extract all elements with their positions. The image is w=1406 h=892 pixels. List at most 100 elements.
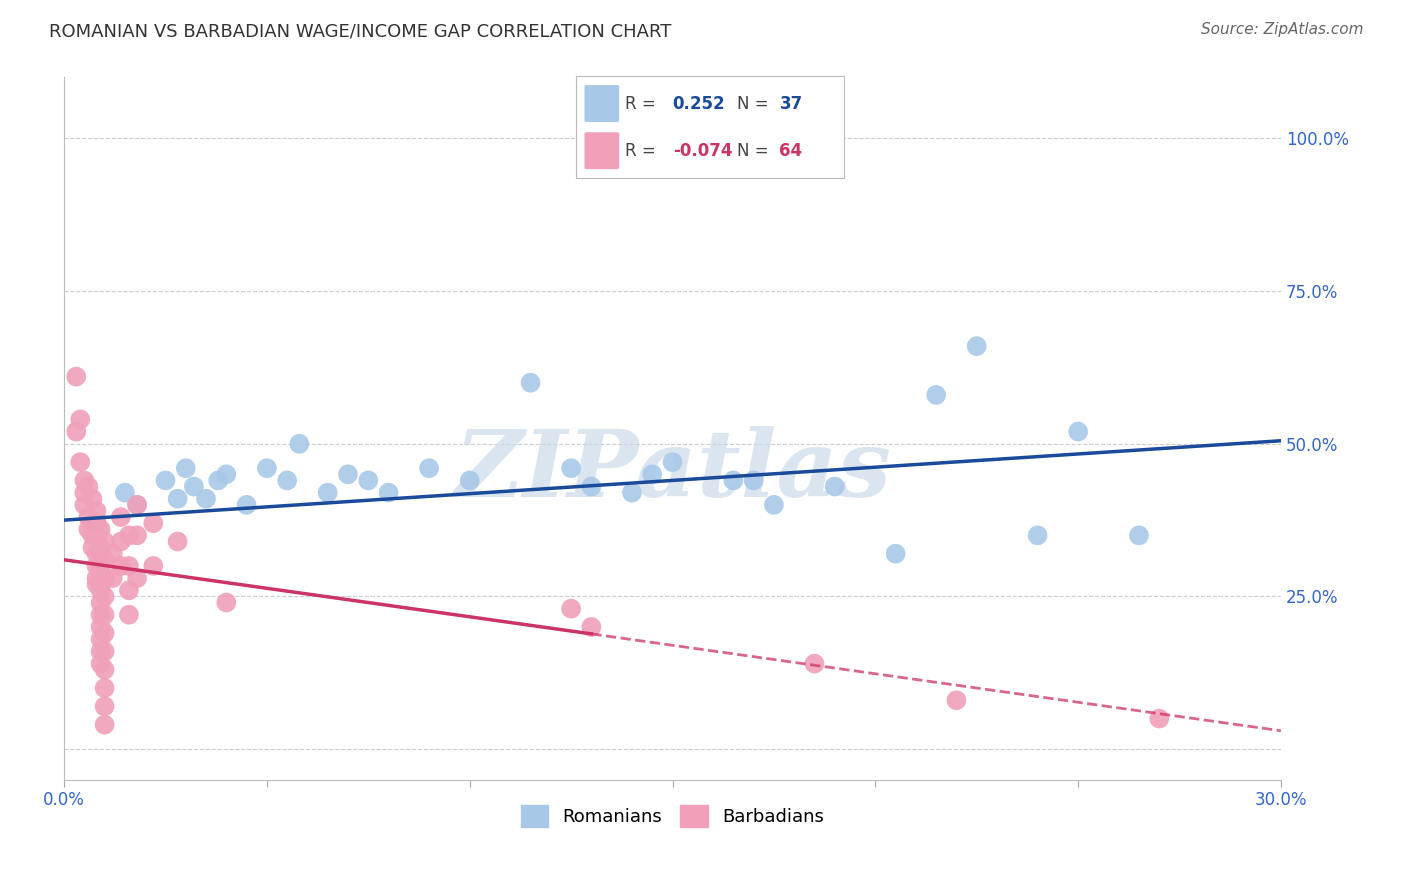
Point: [90, 620, 112, 634]
Point: [125, 571, 148, 585]
Point: [166, 534, 188, 549]
Point: [93, 717, 115, 731]
Point: [560, 461, 582, 475]
Point: [90, 607, 112, 622]
Point: [966, 339, 988, 353]
Point: [65, 425, 87, 439]
Text: ZIPatlas: ZIPatlas: [454, 425, 891, 516]
Point: [256, 461, 278, 475]
Point: [90, 632, 112, 647]
Point: [235, 498, 257, 512]
Point: [77, 479, 100, 493]
Point: [125, 498, 148, 512]
Point: [276, 474, 298, 488]
Point: [118, 558, 141, 573]
Point: [1149, 712, 1171, 726]
Point: [86, 547, 108, 561]
Point: [86, 528, 108, 542]
Point: [93, 571, 115, 585]
Text: R =: R =: [624, 142, 661, 160]
Point: [101, 571, 124, 585]
Point: [641, 467, 664, 482]
Point: [93, 644, 115, 658]
Point: [118, 583, 141, 598]
Point: [215, 467, 238, 482]
Point: [166, 491, 188, 506]
Point: [155, 474, 177, 488]
Point: [77, 510, 100, 524]
Point: [118, 528, 141, 542]
Point: [90, 571, 112, 585]
Point: [93, 534, 115, 549]
Point: [101, 547, 124, 561]
Point: [125, 498, 148, 512]
Point: [581, 620, 603, 634]
Point: [1067, 425, 1090, 439]
Point: [93, 699, 115, 714]
Point: [82, 516, 104, 531]
Point: [86, 504, 108, 518]
Point: [377, 485, 399, 500]
Point: [69, 412, 91, 426]
Point: [73, 474, 96, 488]
Point: [288, 437, 311, 451]
Point: [519, 376, 541, 390]
Point: [357, 474, 380, 488]
Point: [762, 498, 785, 512]
Point: [110, 510, 132, 524]
Text: ROMANIAN VS BARBADIAN WAGE/INCOME GAP CORRELATION CHART: ROMANIAN VS BARBADIAN WAGE/INCOME GAP CO…: [49, 22, 672, 40]
Point: [90, 644, 112, 658]
Point: [118, 607, 141, 622]
Point: [803, 657, 825, 671]
Point: [77, 522, 100, 536]
Point: [458, 474, 481, 488]
Point: [1128, 528, 1150, 542]
Point: [884, 547, 907, 561]
Legend: Romanians, Barbadians: Romanians, Barbadians: [515, 797, 831, 834]
Text: N =: N =: [737, 95, 773, 112]
Point: [90, 595, 112, 609]
Point: [86, 571, 108, 585]
Point: [86, 577, 108, 591]
Text: -0.074: -0.074: [672, 142, 733, 160]
FancyBboxPatch shape: [585, 132, 619, 169]
Point: [90, 522, 112, 536]
Point: [73, 485, 96, 500]
Point: [93, 590, 115, 604]
Text: N =: N =: [737, 142, 773, 160]
Text: R =: R =: [624, 95, 661, 112]
Point: [86, 516, 108, 531]
Point: [824, 479, 846, 493]
Point: [93, 626, 115, 640]
Point: [925, 388, 948, 402]
Point: [93, 663, 115, 677]
Point: [337, 467, 360, 482]
Point: [945, 693, 967, 707]
Text: Source: ZipAtlas.com: Source: ZipAtlas.com: [1201, 22, 1364, 37]
Text: 0.252: 0.252: [672, 95, 725, 112]
Point: [90, 541, 112, 555]
Point: [69, 455, 91, 469]
Point: [742, 474, 765, 488]
Point: [195, 491, 218, 506]
Point: [142, 516, 165, 531]
Point: [90, 558, 112, 573]
Point: [581, 479, 603, 493]
Point: [90, 547, 112, 561]
Point: [418, 461, 440, 475]
Point: [82, 491, 104, 506]
Point: [620, 485, 643, 500]
Point: [1026, 528, 1049, 542]
Point: [90, 583, 112, 598]
Point: [174, 461, 197, 475]
Point: [125, 528, 148, 542]
Point: [86, 516, 108, 531]
Point: [90, 657, 112, 671]
FancyBboxPatch shape: [585, 85, 619, 122]
Point: [723, 474, 745, 488]
Point: [82, 541, 104, 555]
Point: [65, 369, 87, 384]
Point: [110, 534, 132, 549]
Point: [142, 558, 165, 573]
Point: [93, 681, 115, 695]
